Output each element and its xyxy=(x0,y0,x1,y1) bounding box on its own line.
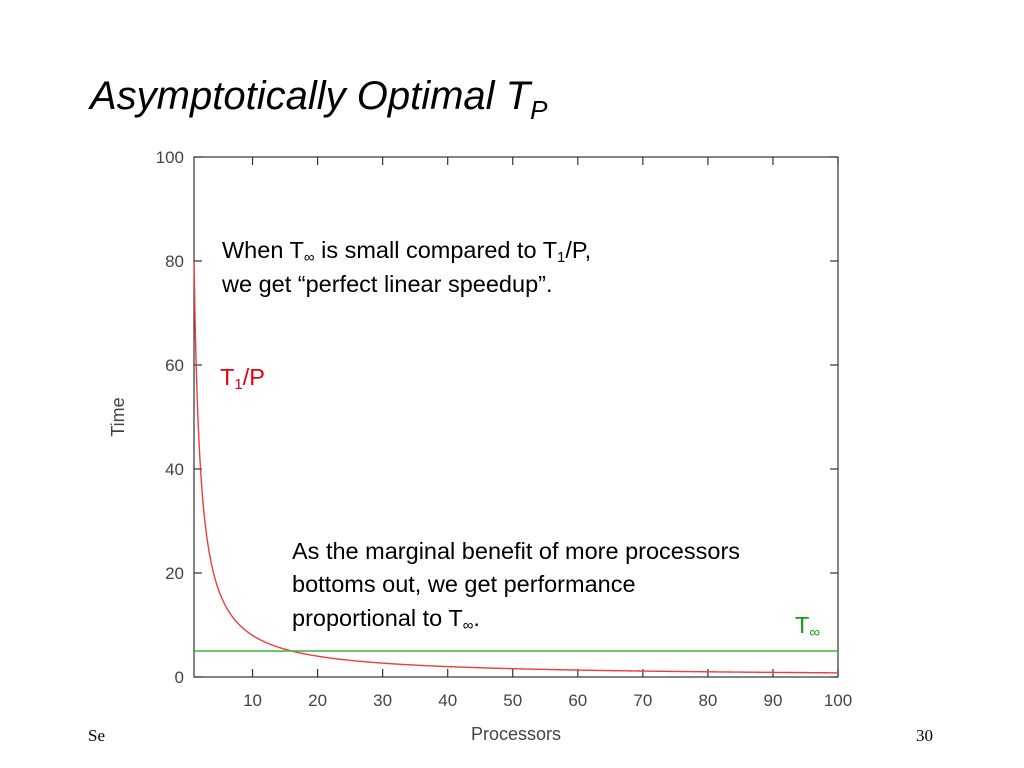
tick-labels: 0 20 40 60 80 100 10 20 30 40 50 60 70 80 90 100 Process… xyxy=(108,148,852,744)
annotation-marginal-benefit: As the marginal benefit of more processo… xyxy=(292,538,741,634)
y-tick-label: 60 xyxy=(165,356,184,375)
plot-frame xyxy=(193,156,839,678)
x-tick-label: 60 xyxy=(568,691,587,710)
x-tick-label: 10 xyxy=(243,691,262,710)
x-tick-label: 20 xyxy=(308,691,327,710)
series-label-t1-over-p: T1/P xyxy=(220,364,265,393)
page-number: 30 xyxy=(916,726,933,745)
x-axis-label: Processors xyxy=(471,724,561,744)
y-tick-label: 100 xyxy=(156,148,184,167)
y-tick-label: 20 xyxy=(165,564,184,583)
x-tick-label: 50 xyxy=(503,691,522,710)
series-layer xyxy=(193,260,839,674)
x-tick-label: 80 xyxy=(698,691,717,710)
slide-title: Asymptotically Optimal TP xyxy=(90,74,548,125)
x-tick-label: 70 xyxy=(633,691,652,710)
footer-text: Se xyxy=(88,726,105,745)
series-label-t-infinity: T∞ xyxy=(795,612,821,641)
x-tick-label: 30 xyxy=(373,691,392,710)
x-tick-label: 40 xyxy=(438,691,457,710)
x-tick-label: 90 xyxy=(763,691,782,710)
y-axis-label: Time xyxy=(108,397,128,436)
plot-area xyxy=(193,156,839,678)
y-tick-label: 0 xyxy=(175,668,184,687)
annotation-linear-speedup: When T∞ is small compared to T1/P, we ge… xyxy=(222,237,592,298)
x-tick-label: 100 xyxy=(824,691,852,710)
y-tick-label: 40 xyxy=(165,460,184,479)
y-tick-label: 80 xyxy=(165,252,184,271)
series-line-t1-over-p xyxy=(193,260,839,674)
